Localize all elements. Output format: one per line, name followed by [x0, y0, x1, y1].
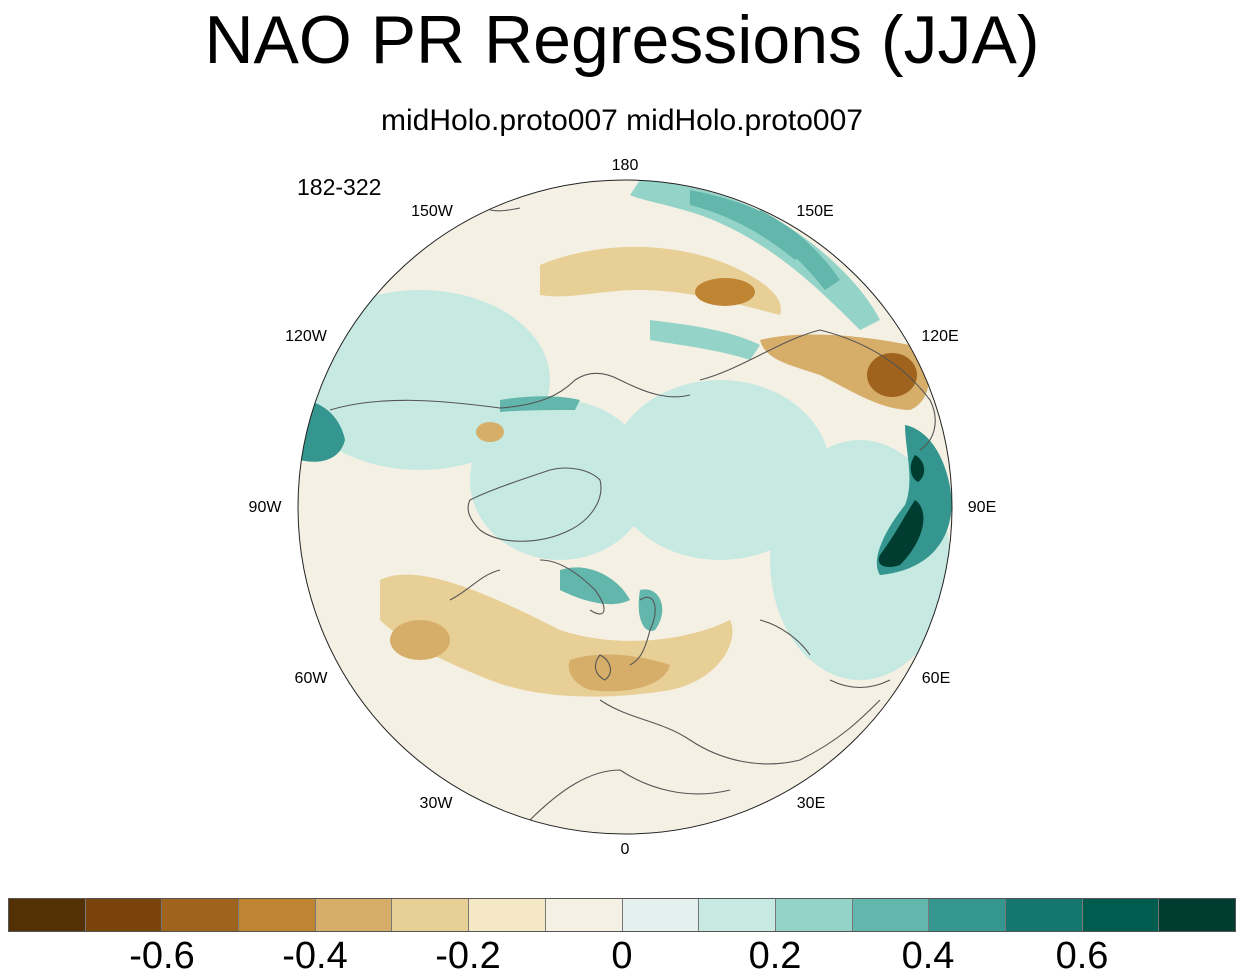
colorbar-tick-label: 0.6 — [1055, 935, 1109, 977]
coastline-persian-gulf — [829, 679, 891, 688]
colorbar-box-5 — [315, 899, 393, 931]
coastline-scandinavia — [629, 597, 656, 666]
colorbar-box-8 — [545, 899, 623, 931]
colorbar-box-14 — [1005, 899, 1083, 931]
colorbar-box-9 — [622, 899, 700, 931]
lon-label-180: 180 — [611, 157, 639, 174]
region-arctic-wet-east — [610, 380, 830, 560]
region-west-pacific-wet — [650, 320, 760, 360]
coastline-caspian — [759, 619, 811, 656]
colorbar-box-13 — [929, 899, 1006, 931]
lon-label-30e: 30E — [796, 795, 826, 812]
region-south-asia-wet-core — [878, 500, 924, 567]
colorbar-box-6 — [392, 899, 470, 931]
region-east-asia-dry-core — [867, 353, 917, 397]
region-atlantic-dry-patch — [390, 620, 450, 660]
coastline-africa — [529, 769, 731, 821]
colorbar-box-11 — [775, 899, 853, 931]
region-siberia-dry-core — [695, 278, 755, 306]
coastline-east-asia — [699, 329, 936, 451]
colorbar-box-4 — [239, 899, 316, 931]
coastline-iceland — [539, 559, 605, 615]
lon-label-60w: 60W — [294, 670, 328, 687]
region-canada-wet-strip — [500, 396, 580, 412]
region-north-pacific-strong-wet-2 — [755, 210, 840, 290]
coastline-britain — [594, 654, 611, 681]
colorbar-box-1 — [9, 899, 86, 931]
colorbar-box-10 — [699, 899, 776, 931]
coastline-north-america — [329, 372, 691, 411]
lon-label-60e: 60E — [921, 670, 951, 687]
colorbar-tick-label: 0 — [611, 935, 633, 977]
lon-label-0: 0 — [620, 841, 630, 858]
region-south-asia-wet-core-2 — [910, 455, 925, 482]
lon-label-150e: 150E — [796, 203, 834, 220]
colorbar-box-12 — [852, 899, 930, 931]
colorbar-tick-label: -0.4 — [282, 935, 348, 977]
colorbar-box-2 — [85, 899, 163, 931]
period-label: 182-322 — [297, 174, 382, 200]
lon-label-90w: 90W — [248, 499, 282, 516]
region-europe-dry-core — [568, 654, 670, 692]
colorbar — [8, 898, 1236, 932]
chart-title: NAO PR Regressions (JJA) — [204, 2, 1040, 78]
region-scandinavia-wet — [560, 567, 630, 605]
coastline-greenland — [467, 467, 602, 542]
colorbar-box-3 — [162, 899, 240, 931]
region-asia-wet-belt — [770, 440, 950, 680]
region-scandinavia-wet-2 — [638, 589, 663, 631]
coastline-mediterranean — [599, 699, 881, 765]
lon-label-150w: 150W — [411, 203, 453, 220]
colorbar-tick-label: 0.2 — [748, 935, 802, 977]
colorbar-box-16 — [1159, 899, 1235, 931]
chart-subtitle: midHolo.proto007 midHolo.proto007 — [381, 104, 863, 137]
coastline-aleutian — [489, 207, 521, 212]
colorbar-tick-label: 0.4 — [901, 935, 955, 977]
region-arctic-wet — [470, 400, 650, 560]
map-boundary — [297, 179, 953, 835]
region-arctic-dry-spot — [476, 422, 504, 442]
lon-label-120w: 120W — [285, 328, 327, 345]
colorbar-tick-label: -0.6 — [129, 935, 195, 977]
colorbar-box-7 — [469, 899, 546, 931]
lon-label-90e: 90E — [967, 499, 997, 516]
colorbar-box-15 — [1082, 899, 1160, 931]
colorbar-tick-label: -0.2 — [435, 935, 501, 977]
coastline-labrador — [449, 569, 501, 601]
lon-label-120e: 120E — [921, 328, 959, 345]
lon-label-30w: 30W — [419, 795, 453, 812]
